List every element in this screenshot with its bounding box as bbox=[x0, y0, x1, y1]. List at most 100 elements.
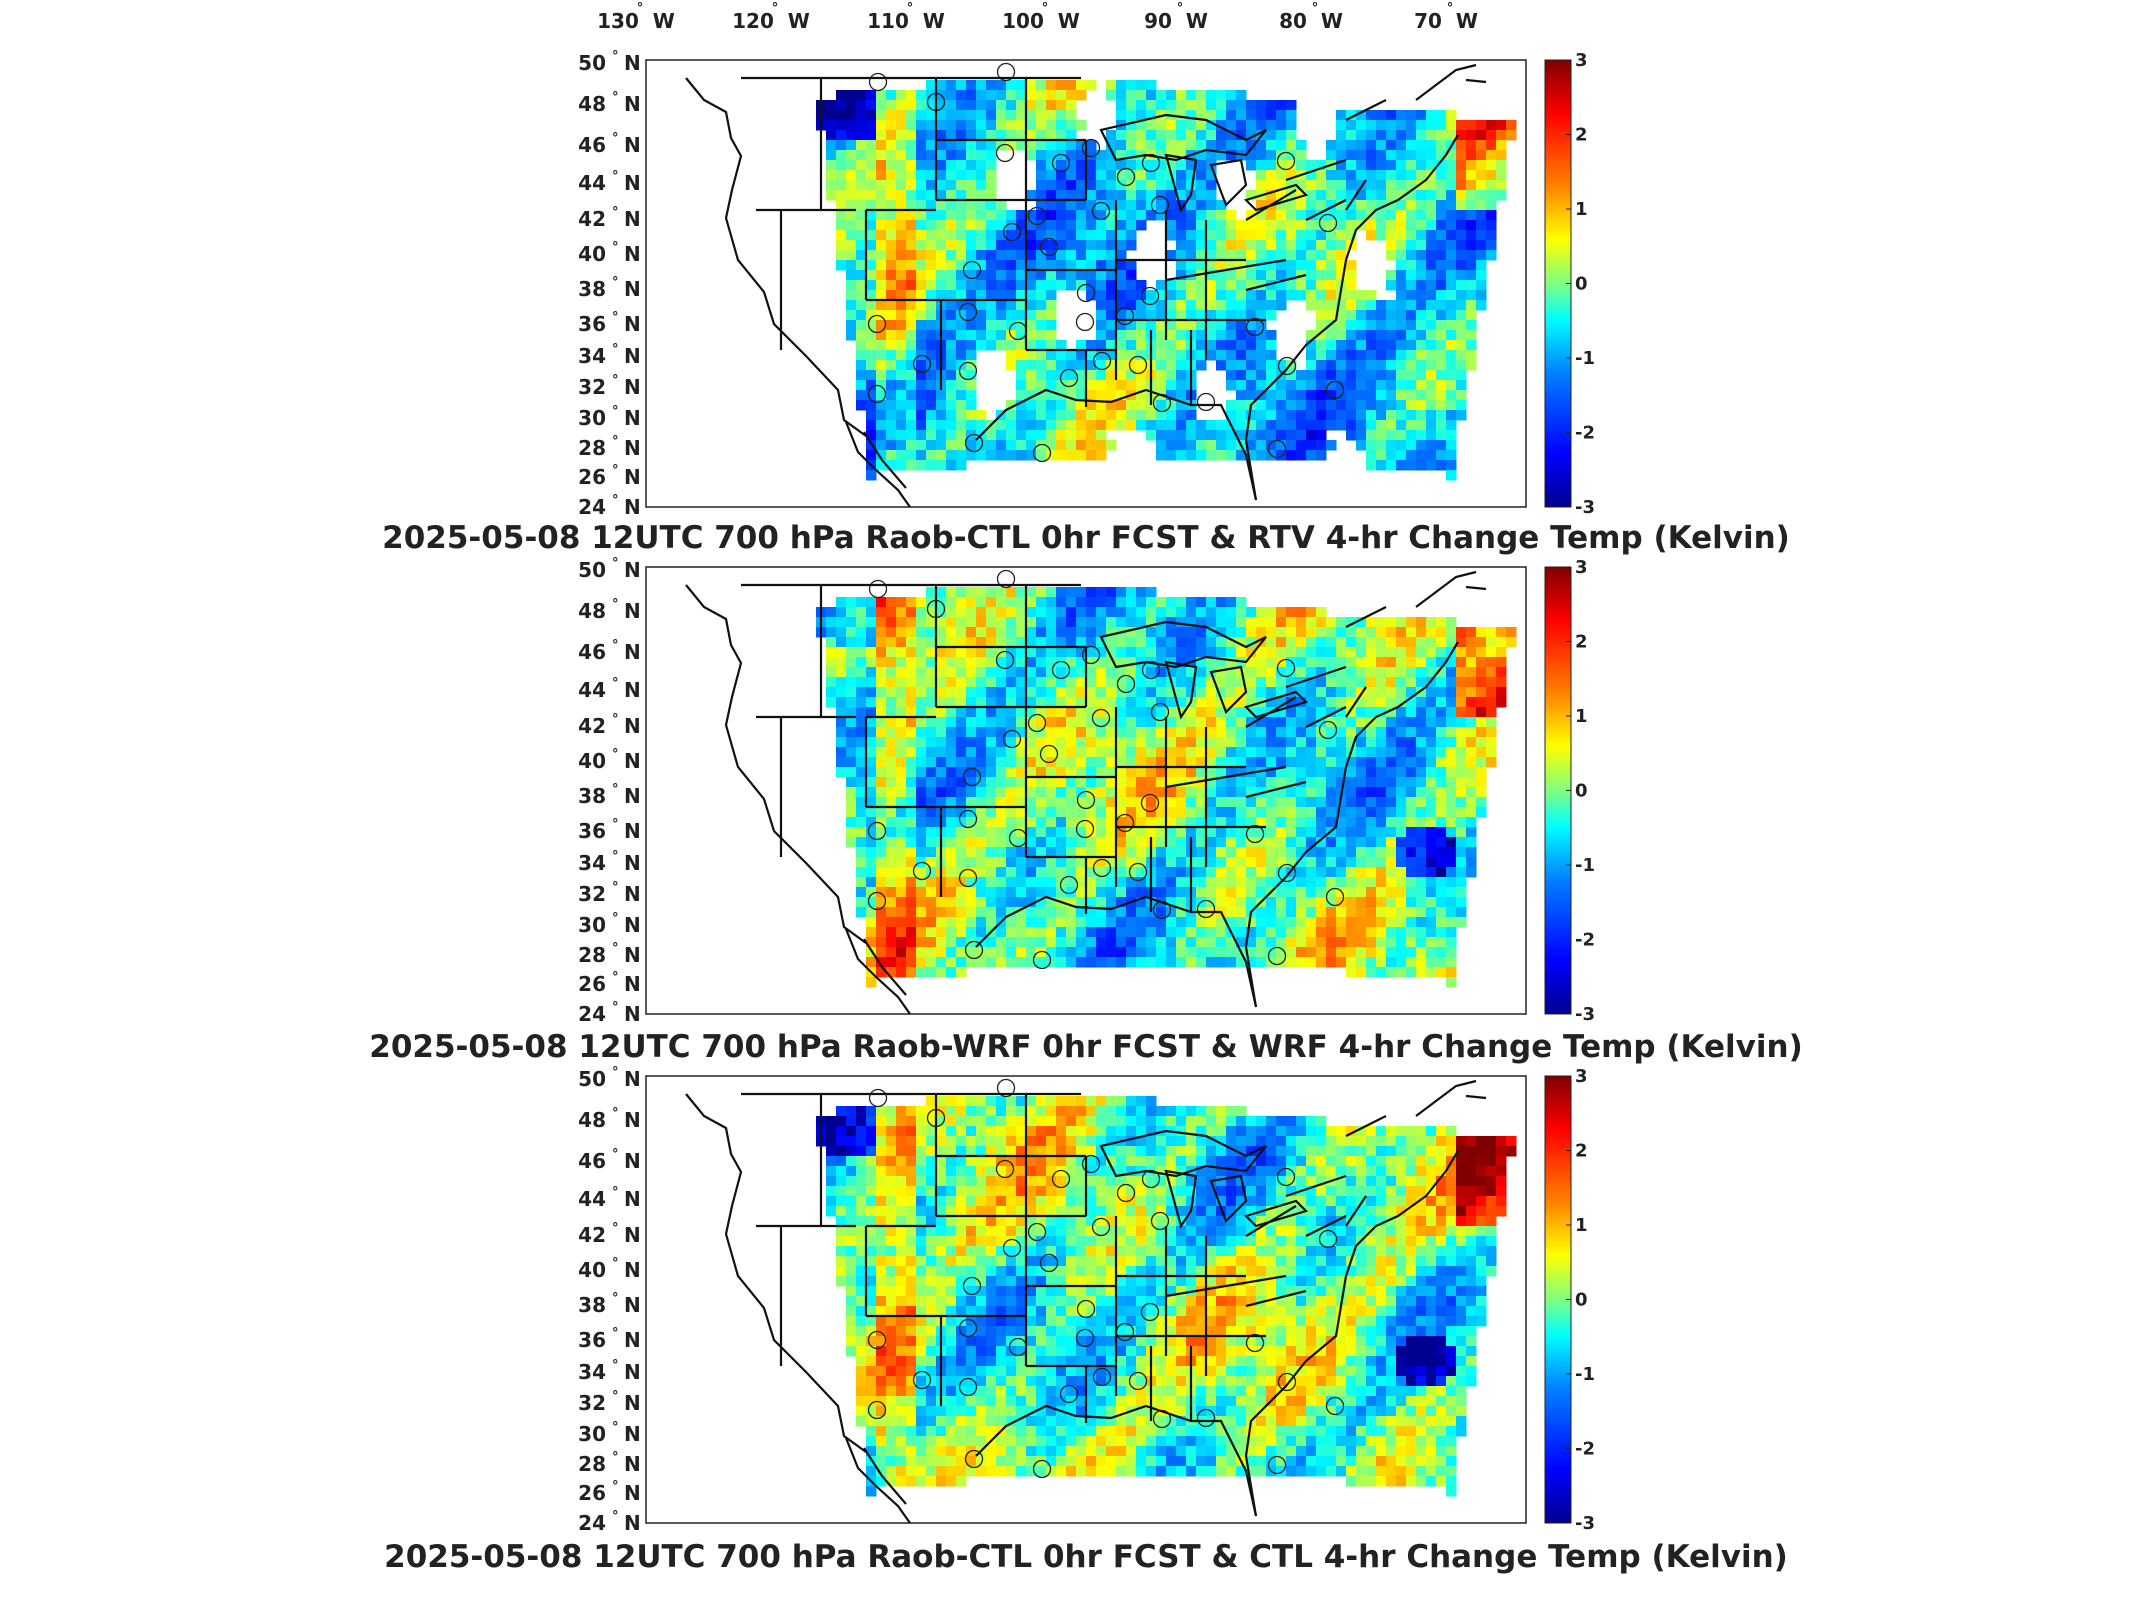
field-cell bbox=[1356, 120, 1367, 131]
field-cell bbox=[1326, 657, 1337, 668]
field-cell bbox=[1076, 150, 1087, 161]
field-cell bbox=[1286, 757, 1297, 768]
field-cell bbox=[1186, 807, 1197, 818]
field-cell bbox=[1256, 957, 1267, 968]
field-cell bbox=[1306, 410, 1317, 421]
field-cell bbox=[1036, 827, 1047, 838]
field-cell bbox=[946, 817, 957, 828]
field-cell bbox=[1346, 320, 1357, 331]
field-cell bbox=[1106, 160, 1117, 171]
field-cell bbox=[1076, 430, 1087, 441]
field-cell bbox=[1376, 867, 1387, 878]
field-cell bbox=[936, 777, 947, 788]
field-cell bbox=[986, 837, 997, 848]
field-cell bbox=[1106, 320, 1117, 331]
field-cell bbox=[1436, 290, 1447, 301]
field-cell bbox=[966, 757, 977, 768]
field-cell bbox=[1366, 330, 1377, 341]
field-cell bbox=[996, 887, 1007, 898]
field-cell bbox=[1206, 240, 1217, 251]
field-cell bbox=[1206, 817, 1217, 828]
field-cell bbox=[1226, 230, 1237, 241]
field-cell bbox=[1036, 687, 1047, 698]
field-cell bbox=[1156, 400, 1167, 411]
field-cell bbox=[1136, 867, 1147, 878]
field-cell bbox=[1336, 687, 1347, 698]
field-cell bbox=[1096, 677, 1107, 688]
field-cell bbox=[906, 857, 917, 868]
field-cell bbox=[936, 747, 947, 758]
field-cell bbox=[896, 420, 907, 431]
field-cell bbox=[846, 607, 857, 618]
field-cell bbox=[986, 887, 997, 898]
field-cell bbox=[976, 647, 987, 658]
field-cell bbox=[1286, 657, 1297, 668]
field-cell bbox=[1266, 747, 1277, 758]
field-cell bbox=[1226, 847, 1237, 858]
field-cell bbox=[906, 290, 917, 301]
field-cell bbox=[1026, 647, 1037, 658]
field-cell bbox=[1416, 450, 1427, 461]
field-cell bbox=[946, 727, 957, 738]
field-cell bbox=[1356, 170, 1367, 181]
field-cell bbox=[1176, 717, 1187, 728]
field-cell bbox=[1446, 430, 1457, 441]
field-cell bbox=[1036, 300, 1047, 311]
field-cell bbox=[1026, 370, 1037, 381]
field-cell bbox=[826, 677, 837, 688]
field-cell bbox=[1046, 777, 1057, 788]
field-cell bbox=[896, 657, 907, 668]
field-cell bbox=[956, 887, 967, 898]
field-cell bbox=[1396, 240, 1407, 251]
field-cell bbox=[1076, 400, 1087, 411]
field-cell bbox=[986, 190, 997, 201]
field-cell bbox=[1186, 767, 1197, 778]
boundary-line bbox=[1415, 63, 1477, 101]
field-cell bbox=[1226, 410, 1237, 421]
field-cell bbox=[1076, 707, 1087, 718]
field-cell bbox=[1326, 677, 1337, 688]
field-cell bbox=[1446, 330, 1457, 341]
field-cell bbox=[1176, 857, 1187, 868]
field-cell bbox=[906, 797, 917, 808]
degree-symbol: ° bbox=[612, 597, 619, 612]
field-cell bbox=[996, 777, 1007, 788]
field-cell bbox=[866, 310, 877, 321]
field-cell bbox=[1056, 220, 1067, 231]
field-cell bbox=[1316, 647, 1327, 658]
field-cell bbox=[966, 727, 977, 738]
field-cell bbox=[1126, 837, 1137, 848]
field-cell bbox=[1006, 210, 1017, 221]
field-cell bbox=[876, 617, 887, 628]
field-cell bbox=[866, 807, 877, 818]
field-cell bbox=[1346, 857, 1357, 868]
field-cell bbox=[1026, 957, 1037, 968]
field-cell bbox=[1086, 637, 1097, 648]
field-cell bbox=[1386, 787, 1397, 798]
field-cell bbox=[1236, 687, 1247, 698]
field-cell bbox=[1336, 857, 1347, 868]
field-cell bbox=[1156, 637, 1167, 648]
field-cell bbox=[946, 887, 957, 898]
field-cell bbox=[1316, 230, 1327, 241]
field-cell bbox=[1376, 140, 1387, 151]
field-cell bbox=[1396, 827, 1407, 838]
field-cell bbox=[1256, 320, 1267, 331]
field-cell bbox=[1016, 420, 1027, 431]
field-cell bbox=[1096, 150, 1107, 161]
field-cell bbox=[1366, 847, 1377, 858]
longitude-label: 100 W bbox=[1002, 9, 1080, 33]
field-cell bbox=[1196, 617, 1207, 628]
field-cell bbox=[1446, 120, 1457, 131]
field-cell bbox=[1036, 360, 1047, 371]
field-cell bbox=[1276, 857, 1287, 868]
station-marker bbox=[1002, 222, 1022, 242]
field-cell bbox=[1196, 340, 1207, 351]
field-cell bbox=[1386, 617, 1397, 628]
field-cell bbox=[866, 777, 877, 788]
field-cell bbox=[1166, 280, 1177, 291]
field-cell bbox=[1336, 210, 1347, 221]
field-cell bbox=[856, 787, 867, 798]
map-panel-3: 50 ° N48 ° N46 ° N44 ° N42 ° N40 ° N38 ° N36 ° N34 ° N32 ° N… bbox=[384, 1065, 1788, 1575]
field-cell bbox=[926, 290, 937, 301]
